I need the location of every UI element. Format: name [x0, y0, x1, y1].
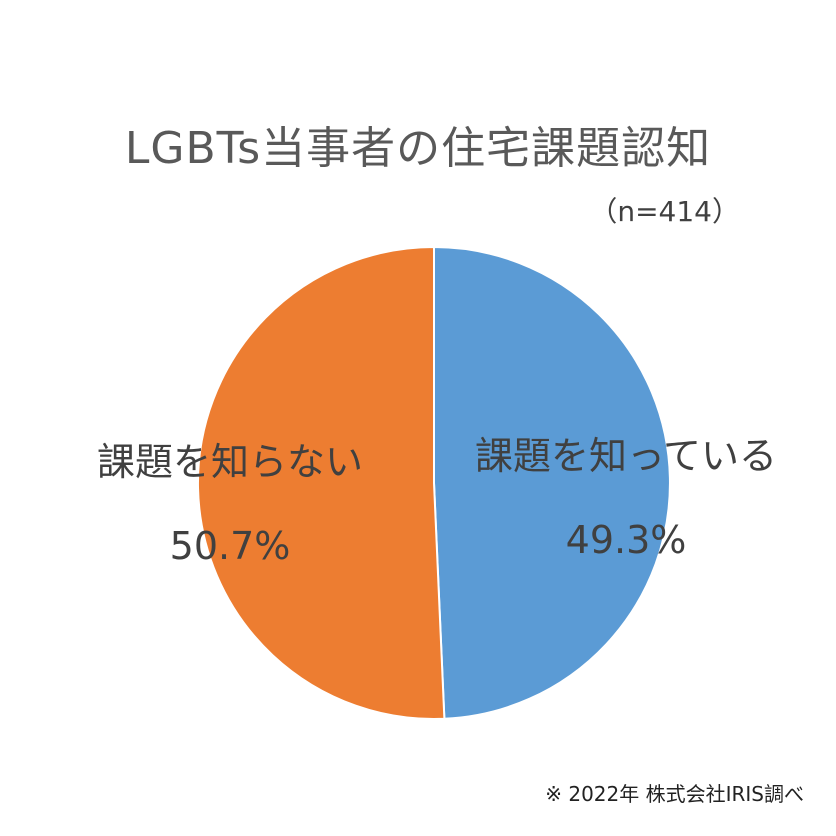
slice-name-unknown: 課題を知らない: [96, 440, 363, 484]
slice-name-known: 課題を知っている: [474, 434, 778, 478]
source-note: ※ 2022年 株式会社IRIS調べ: [545, 782, 804, 806]
slice-label-known: 課題を知っている 49.3%: [456, 434, 796, 562]
slice-value-unknown: 50.7%: [169, 524, 291, 568]
slice-value-known: 49.3%: [565, 518, 687, 562]
pie-slice-unknown: [196, 245, 446, 720]
chart-title: LGBTs当事者の住宅課題認知: [124, 123, 712, 174]
pie-slice-known: [433, 245, 671, 720]
slice-label-unknown: 課題を知らない 50.7%: [70, 440, 390, 568]
chart-subtitle: （n=414）: [589, 195, 740, 228]
